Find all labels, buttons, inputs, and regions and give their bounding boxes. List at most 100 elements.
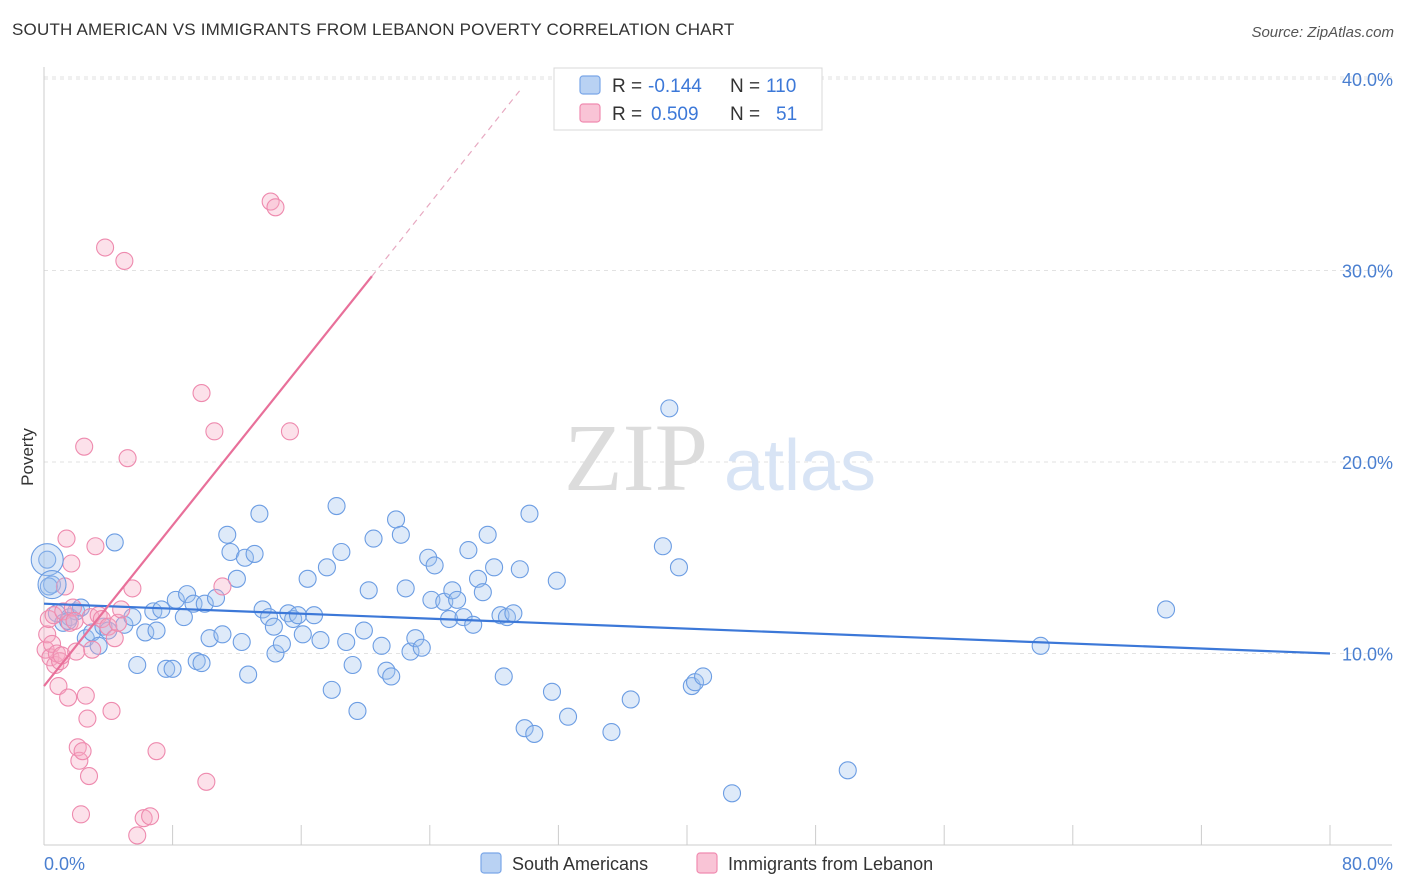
south-american-point — [510, 560, 529, 579]
south-american-point — [99, 621, 118, 640]
lebanon-point — [44, 606, 63, 625]
south-american-point — [239, 665, 258, 684]
south-american-point — [298, 569, 317, 588]
south-american-point — [473, 583, 492, 602]
lebanon-point — [62, 554, 81, 573]
legend-r-value: -0.144 — [648, 76, 702, 97]
lebanon-point — [108, 613, 127, 632]
lebanon-point — [102, 701, 121, 721]
watermark-atlas: atlas — [724, 426, 876, 506]
tick-labels: 10.0% 20.0% 30.0% 40.0% 0.0% 80.0% — [44, 70, 1393, 874]
legend-swatch-lebanon — [696, 852, 718, 874]
legend-swatch-lebanon — [579, 103, 601, 123]
scatter-points — [30, 192, 1176, 845]
south-american-point — [178, 585, 197, 604]
grid-lines — [44, 76, 1392, 654]
lebanon-point — [71, 805, 91, 824]
south-american-point — [621, 690, 640, 709]
lebanon-point — [261, 192, 280, 211]
south-american-point — [412, 638, 431, 657]
south-american-point — [448, 590, 467, 609]
top-legend: R = -0.144 N = 110 R = 0.509 N = 51 — [553, 67, 823, 131]
lebanon-point — [83, 640, 102, 659]
lebanon-point — [123, 579, 142, 598]
south-american-point — [660, 399, 679, 418]
south-american-point — [406, 629, 425, 648]
legend-n-label: N = — [730, 104, 760, 125]
x-tick-label: 80.0% — [1342, 854, 1393, 874]
lebanon-point — [141, 807, 160, 826]
south-american-point — [343, 655, 362, 675]
south-american-point — [391, 525, 410, 544]
lebanon-point — [192, 384, 211, 403]
south-american-point — [288, 606, 308, 625]
south-american-point — [232, 632, 251, 652]
south-american-point — [332, 542, 351, 562]
lebanon-point — [280, 422, 299, 441]
chart-title: SOUTH AMERICAN VS IMMIGRANTS FROM LEBANO… — [12, 20, 735, 39]
south-american-point — [38, 550, 57, 569]
south-american-point — [468, 569, 488, 588]
south-american-point — [558, 707, 578, 726]
south-american-point — [377, 661, 396, 680]
south-american-point — [157, 659, 176, 678]
south-american-point — [1156, 600, 1176, 619]
south-american-point — [250, 504, 269, 523]
trend-line-lebanon-extension — [371, 90, 521, 277]
south-american-point — [459, 541, 478, 560]
bottom-legend: South Americans Immigrants from Lebanon — [480, 852, 933, 874]
south-american-point — [722, 784, 742, 803]
south-american-point — [478, 525, 497, 544]
south-american-point — [425, 556, 444, 575]
south-american-point — [401, 642, 420, 661]
south-american-point — [128, 655, 147, 675]
south-american-point — [547, 571, 566, 590]
y-tick-label: 20.0% — [1342, 453, 1393, 473]
legend-swatch-south-americans — [579, 75, 601, 95]
lebanon-point — [63, 598, 82, 617]
south-american-point — [311, 631, 330, 650]
south-american-point — [520, 504, 539, 523]
lebanon-point — [115, 251, 134, 270]
south-american-point — [337, 632, 356, 652]
source-label: Source: ZipAtlas.com — [1251, 24, 1394, 41]
lebanon-point — [59, 688, 78, 707]
y-tick-label: 30.0% — [1342, 262, 1393, 282]
south-american-point — [37, 570, 67, 600]
lebanon-point — [118, 449, 137, 468]
south-american-point — [515, 719, 534, 738]
lebanon-point — [65, 611, 84, 630]
y-tick-label: 40.0% — [1342, 70, 1393, 90]
lebanon-point — [70, 751, 89, 770]
legend-n-value: 110 — [766, 76, 796, 97]
south-american-point — [245, 544, 264, 563]
legend-r-label: R = — [612, 104, 642, 125]
south-american-point — [504, 604, 523, 623]
south-american-point — [1031, 636, 1050, 655]
south-american-point — [694, 667, 713, 686]
south-american-point — [485, 558, 504, 577]
south-american-point — [235, 548, 254, 567]
south-american-point — [838, 761, 857, 780]
legend-r-value: 0.509 — [651, 104, 699, 125]
south-american-point — [136, 623, 155, 642]
trend-line-lebanon — [43, 275, 373, 687]
south-american-point — [147, 621, 166, 640]
south-american-point — [39, 577, 58, 596]
trend-lines — [43, 90, 1331, 687]
south-american-point — [227, 569, 246, 588]
lebanon-point — [86, 537, 105, 556]
south-american-point — [272, 634, 291, 653]
south-american-point — [253, 600, 272, 619]
south-american-point — [266, 644, 285, 663]
south-american-point — [264, 617, 283, 636]
south-american-point — [195, 594, 214, 613]
watermark-zip: ZIP — [564, 404, 708, 511]
lebanon-point — [266, 198, 285, 217]
south-american-point — [464, 615, 483, 634]
lebanon-point — [205, 422, 224, 441]
lebanon-point — [147, 742, 166, 761]
lebanon-point — [128, 826, 147, 845]
south-american-point — [322, 680, 341, 699]
